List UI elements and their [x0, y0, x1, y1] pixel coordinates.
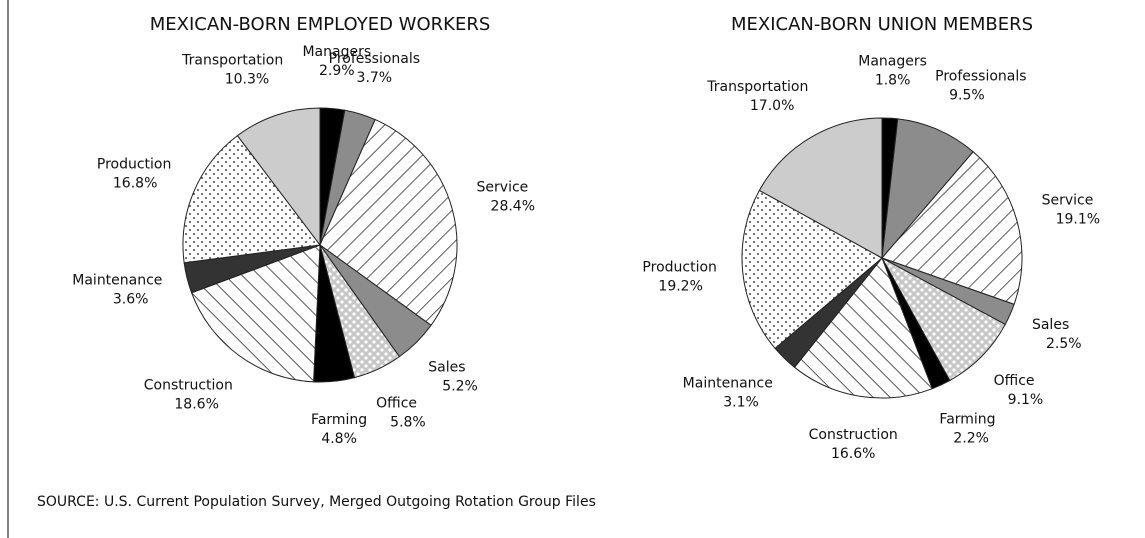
slice-value-label: 19.2% [658, 279, 702, 295]
slice-label: Office [994, 373, 1035, 389]
pie-slice [881, 151, 1023, 305]
slice-value-label: 9.5% [949, 88, 985, 104]
slice-label: Transportation [181, 53, 283, 69]
slice-value-label: 3.1% [723, 395, 759, 411]
slice-value-label: 3.7% [357, 70, 393, 86]
slice-value-label: 10.3% [225, 72, 269, 88]
slice-label: Managers [302, 44, 371, 60]
slice-label: Construction [809, 427, 898, 443]
slice-value-label: 3.6% [113, 292, 149, 308]
slice-label: Farming [311, 412, 367, 428]
chart-title: MEXICAN-BORN EMPLOYED WORKERS [150, 14, 491, 35]
slice-value-label: 18.6% [174, 396, 218, 412]
slice-value-label: 2.2% [953, 430, 989, 446]
slice-label: Maintenance [683, 376, 773, 392]
pie-slice [319, 118, 458, 326]
pie-slice [741, 189, 883, 350]
slice-value-label: 5.2% [442, 378, 478, 394]
pie-slice [880, 256, 1006, 382]
slice-value-label: 17.0% [750, 98, 794, 114]
slice-label: Transportation [706, 79, 808, 95]
slice-label: Office [376, 396, 417, 412]
slice-label: Production [97, 156, 171, 172]
slice-label: Sales [1032, 317, 1069, 333]
slice-label: Maintenance [72, 273, 162, 289]
slice-value-label: 1.8% [875, 72, 911, 88]
slice-label: Professionals [329, 51, 420, 67]
slice-label: Service [1042, 192, 1094, 208]
slice-label: Service [477, 180, 529, 196]
slice-label: Farming [939, 411, 995, 427]
slice-value-label: 16.8% [113, 175, 157, 191]
slice-label: Sales [428, 359, 465, 375]
slice-value-label: 2.5% [1046, 336, 1082, 352]
pie-slice [182, 134, 321, 264]
slice-value-label: 4.8% [321, 431, 357, 447]
pie-slice [881, 118, 974, 260]
chart-title: MEXICAN-BORN UNION MEMBERS [731, 14, 1033, 35]
slice-value-label: 19.1% [1056, 211, 1100, 227]
slice-value-label: 28.4% [491, 199, 535, 215]
pie-slice [758, 117, 883, 259]
slice-label: Managers [858, 53, 927, 69]
pie-slice [793, 257, 933, 399]
slice-label: Production [642, 260, 716, 276]
slice-value-label: 16.6% [831, 446, 875, 462]
pie-slice [236, 107, 321, 247]
pie-slice [190, 244, 321, 383]
slice-label: Construction [144, 377, 233, 393]
slice-label: Professionals [935, 69, 1026, 85]
slice-value-label: 9.1% [1008, 392, 1044, 408]
slice-value-label: 2.9% [319, 63, 355, 79]
source-note: SOURCE: U.S. Current Population Survey, … [37, 494, 596, 510]
slice-value-label: 5.8% [390, 415, 426, 431]
